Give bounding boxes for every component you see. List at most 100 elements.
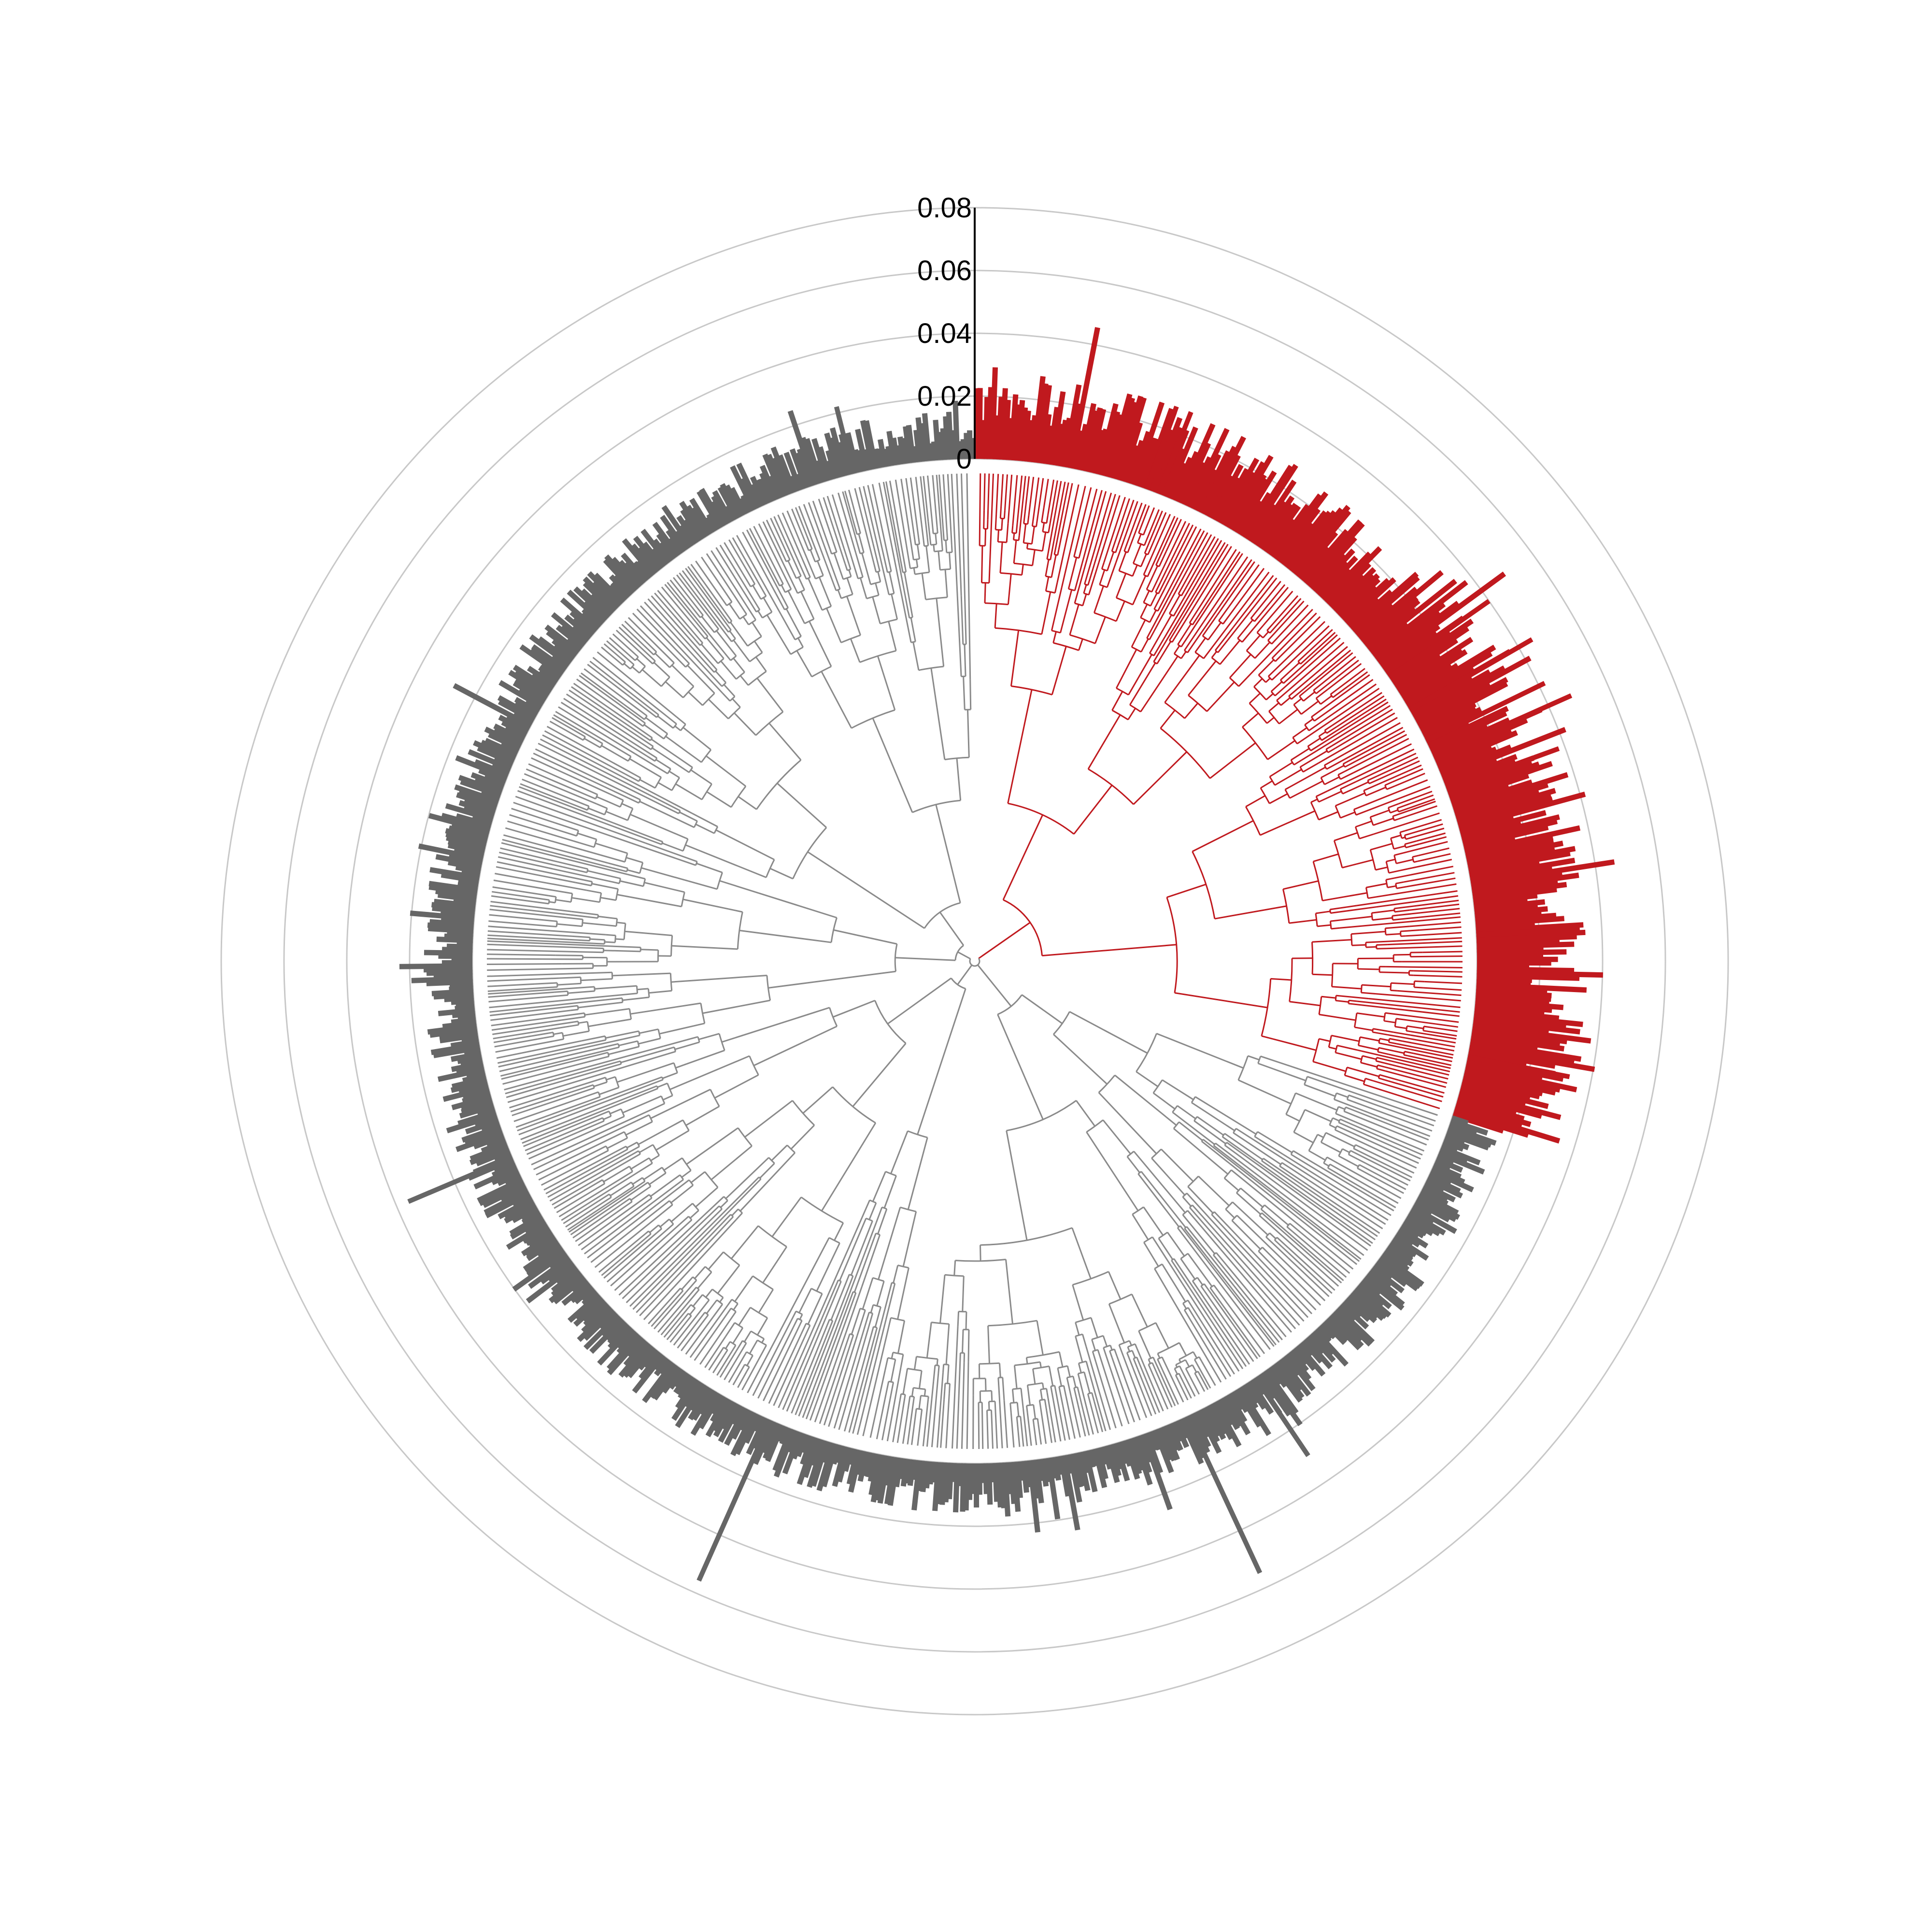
tree-branch — [601, 745, 629, 762]
tree-branch — [1222, 603, 1238, 625]
bar — [1147, 428, 1174, 491]
tree-connector — [710, 1089, 720, 1107]
bar — [418, 843, 483, 862]
bar — [1430, 1168, 1474, 1193]
tree-branch — [1042, 1383, 1044, 1390]
tree-branch — [575, 881, 592, 887]
bar — [855, 1450, 867, 1476]
tree-branch — [899, 1393, 902, 1400]
tree-leaf-branch — [647, 598, 700, 656]
tree-branch — [781, 553, 787, 562]
tree-branch — [1005, 1259, 1013, 1324]
tree-leaf-branch — [1302, 1180, 1380, 1234]
tree-branch — [1031, 526, 1035, 544]
tree-leaf-branch — [1194, 1318, 1232, 1377]
tree-branch — [1236, 1215, 1261, 1238]
tree-branch — [1297, 651, 1310, 662]
tree-connector — [1233, 1128, 1237, 1134]
tree-leaf-branch — [1117, 499, 1135, 546]
bar — [1248, 1379, 1274, 1415]
tree-branch — [655, 1130, 690, 1151]
bar — [529, 647, 566, 675]
tree-branch — [617, 1153, 641, 1167]
bar — [435, 888, 477, 899]
bar — [429, 1026, 478, 1038]
tree-branch — [1128, 654, 1152, 696]
tree-branch — [1335, 1051, 1362, 1060]
bar — [1465, 835, 1554, 859]
tree-branch — [945, 1324, 950, 1365]
tree-branch — [636, 1114, 650, 1122]
tree-leaf-branch — [1043, 479, 1049, 508]
tree-connector — [1137, 1171, 1142, 1175]
tree-leaf-branch — [555, 710, 607, 742]
bar — [521, 1210, 541, 1225]
bar — [1350, 1290, 1385, 1321]
tree-leaf-branch — [1387, 940, 1463, 946]
tree-leaf-branch — [1413, 974, 1463, 978]
bar — [1475, 998, 1564, 1010]
bar — [1472, 879, 1558, 896]
bar — [710, 1394, 725, 1415]
bar — [474, 1115, 498, 1128]
tree-branch — [1316, 790, 1328, 797]
tree-branch — [852, 1043, 907, 1107]
tree-branch — [1041, 532, 1047, 551]
tree-leaf-branch — [566, 693, 642, 744]
tree-branch — [1289, 1222, 1302, 1234]
bar — [829, 437, 845, 478]
tree-branch — [605, 810, 628, 821]
bar — [1465, 1063, 1577, 1093]
tree-branch — [599, 993, 638, 998]
tree-branch — [761, 1338, 765, 1343]
bar — [478, 1179, 525, 1207]
tree-branch — [1332, 690, 1343, 698]
tree-leaf-branch — [762, 521, 792, 581]
bar — [441, 812, 491, 831]
tree-leaf-branch — [778, 1222, 861, 1408]
bar — [1243, 1383, 1260, 1405]
tree-branch — [872, 718, 913, 813]
tree-branch — [641, 669, 662, 687]
tree-leaf-branch — [687, 566, 723, 615]
tree-leaf-branch — [487, 938, 582, 944]
tree-connector — [958, 1310, 966, 1313]
bar — [1463, 824, 1549, 850]
tree-connector — [1148, 1362, 1153, 1365]
bar — [1431, 1165, 1465, 1185]
tree-branch — [1078, 639, 1083, 651]
tree-branch — [551, 925, 557, 927]
tree-branch — [1023, 524, 1027, 543]
tree-connector — [1257, 1056, 1262, 1064]
bar — [1450, 1118, 1489, 1136]
tree-branch — [1131, 619, 1146, 648]
tree-leaf-branch — [1409, 903, 1460, 911]
tree-leaf-branch — [568, 1193, 626, 1233]
bar — [1470, 1038, 1582, 1062]
tree-branch — [636, 792, 679, 814]
tree-branch — [962, 1329, 964, 1353]
tree-leaf-branch — [1196, 551, 1241, 618]
bar — [493, 723, 525, 743]
tree-branch — [1118, 1344, 1124, 1357]
tree-connector — [562, 1032, 565, 1039]
tree-branch — [1293, 698, 1302, 706]
bar — [526, 1237, 558, 1261]
tree-leaf-branch — [892, 1400, 901, 1442]
tree-branch — [1378, 1042, 1401, 1049]
tree-branch — [927, 521, 932, 545]
tree-connector — [1385, 880, 1389, 888]
tree-branch — [581, 786, 598, 796]
tree-branch — [1083, 1372, 1091, 1393]
tree-branch — [1144, 543, 1150, 554]
bar — [581, 1288, 597, 1303]
tree-connector — [815, 559, 820, 563]
bar — [1449, 761, 1553, 801]
tree-branch — [1377, 1064, 1398, 1071]
tree-branch — [855, 553, 864, 578]
bar — [1313, 1329, 1349, 1367]
tree-branch — [685, 1106, 720, 1126]
tree-branch — [1386, 785, 1395, 790]
bar — [1170, 456, 1193, 501]
tree-branch — [1289, 919, 1317, 924]
